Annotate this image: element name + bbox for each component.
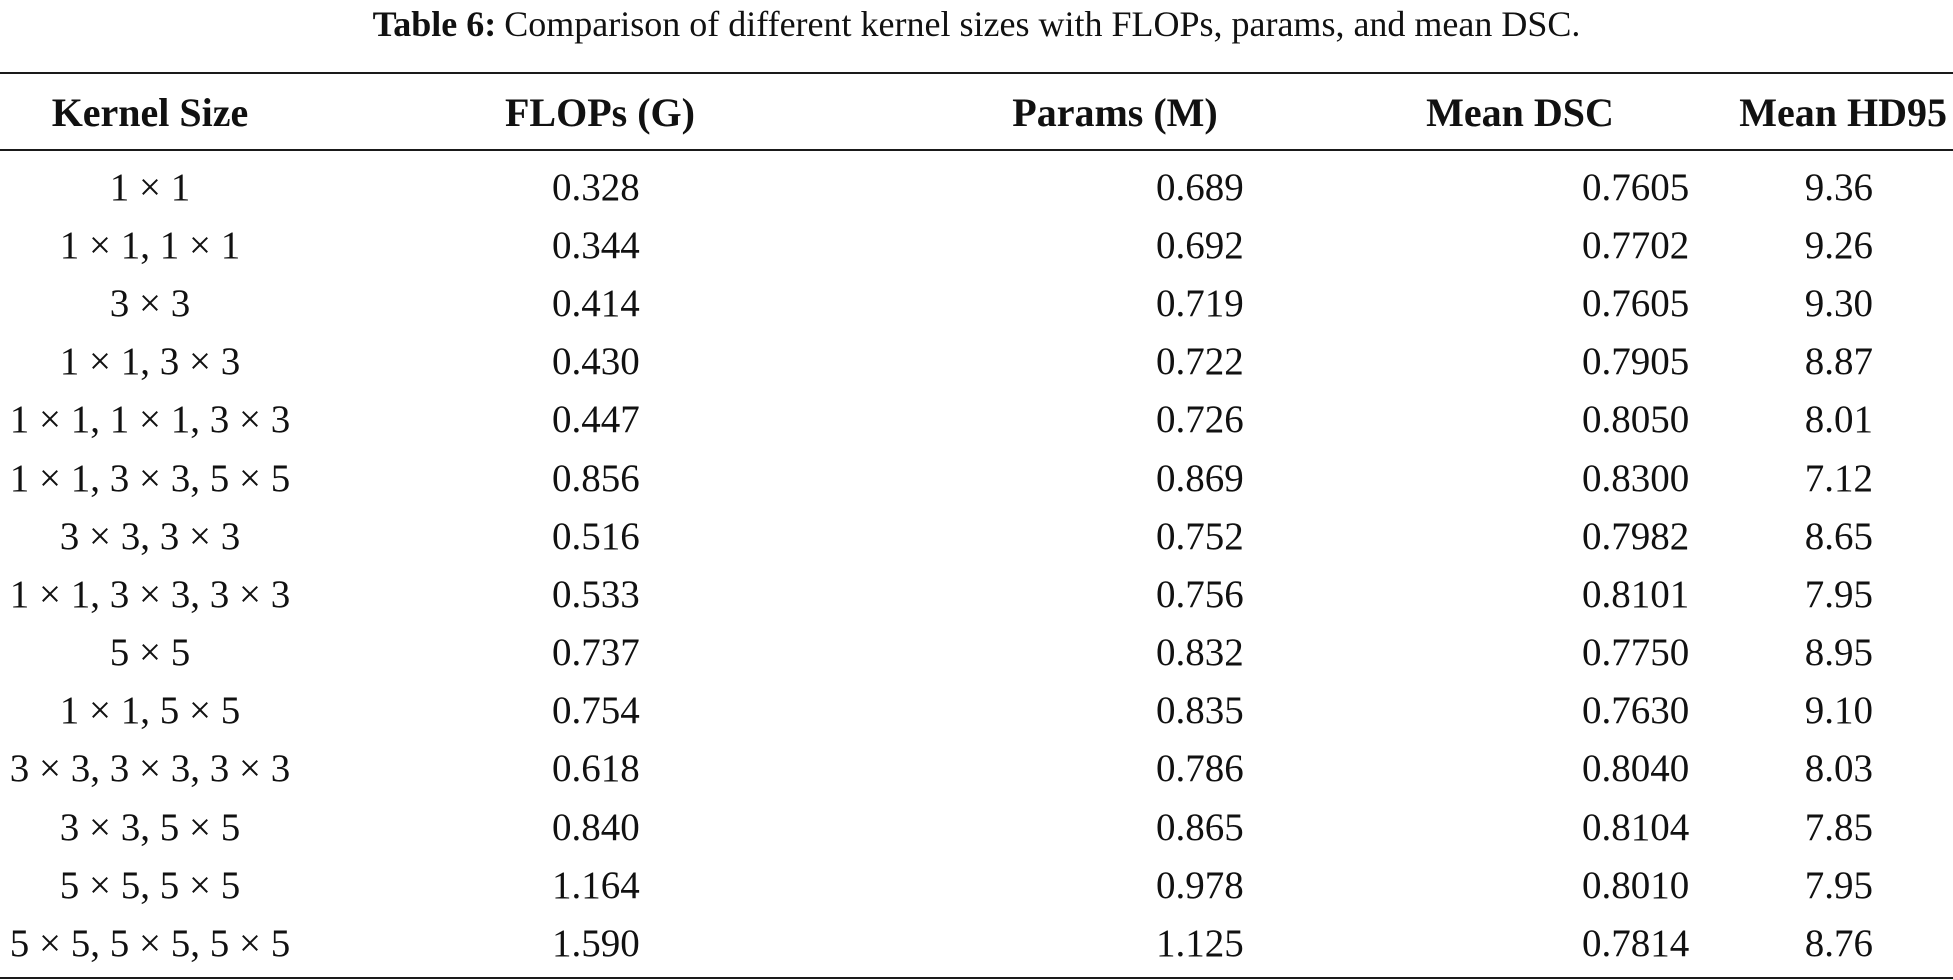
table-row: 1 × 1, 5 × 5 0.754 0.835 0.7630 9.10 xyxy=(0,682,1953,740)
cell-mean-dsc: 0.8040 xyxy=(1582,747,1690,791)
caption-text: Comparison of different kernel sizes wit… xyxy=(504,4,1581,44)
cell-params: 0.752 xyxy=(1156,514,1244,558)
header-flops: FLOPs (G) xyxy=(505,89,695,135)
cell-mean-dsc: 0.7702 xyxy=(1582,223,1690,267)
cell-mean-dsc: 0.8300 xyxy=(1582,456,1690,500)
cell-mean-dsc: 0.7605 xyxy=(1582,165,1690,209)
cell-kernel-size: 5 × 5, 5 × 5 xyxy=(59,863,241,907)
cell-flops: 1.164 xyxy=(552,863,640,907)
cell-mean-dsc: 0.7982 xyxy=(1582,514,1690,558)
cell-flops: 0.430 xyxy=(552,340,640,384)
cell-mean-dsc: 0.7905 xyxy=(1582,340,1690,384)
cell-mean-dsc: 0.7750 xyxy=(1582,631,1690,675)
cell-mean-hd95: 9.10 xyxy=(1804,689,1873,733)
cell-kernel-size: 3 × 3, 3 × 3 xyxy=(59,514,241,558)
cell-mean-hd95: 7.85 xyxy=(1804,805,1873,849)
header-mean-dsc: Mean DSC xyxy=(1426,89,1614,135)
cell-flops: 0.840 xyxy=(552,805,640,849)
table-caption: Table 6: Comparison of different kernel s… xyxy=(0,0,1953,48)
cell-params: 0.832 xyxy=(1156,631,1244,675)
table-body: 1 × 1 0.328 0.689 0.7605 9.36 1 × 1, 1 × 1 0.3… xyxy=(0,158,1953,973)
cell-params: 0.726 xyxy=(1156,398,1244,442)
table-row: 1 × 1, 1 × 1, 3 × 3 0.447 0.726 0.8050 8.01 xyxy=(0,391,1953,449)
cell-mean-dsc: 0.7814 xyxy=(1582,922,1690,966)
cell-params: 0.756 xyxy=(1156,572,1244,616)
cell-mean-hd95: 7.95 xyxy=(1804,572,1873,616)
cell-flops: 0.533 xyxy=(552,572,640,616)
table-row: 3 × 3, 3 × 3 0.516 0.752 0.7982 8.65 xyxy=(0,507,1953,565)
cell-params: 0.786 xyxy=(1156,747,1244,791)
header-kernel-size: Kernel Size xyxy=(51,89,249,135)
cell-flops: 0.328 xyxy=(552,165,640,209)
cell-mean-hd95: 8.87 xyxy=(1804,340,1873,384)
table-row: 1 × 1 0.328 0.689 0.7605 9.36 xyxy=(0,158,1953,216)
cell-flops: 0.516 xyxy=(552,514,640,558)
caption-label: Table 6: xyxy=(372,4,497,44)
cell-flops: 1.590 xyxy=(552,922,640,966)
cell-kernel-size: 5 × 5 xyxy=(109,631,191,675)
header-rule xyxy=(0,149,1953,151)
cell-mean-dsc: 0.8010 xyxy=(1582,863,1690,907)
cell-kernel-size: 1 × 1, 3 × 3, 5 × 5 xyxy=(9,456,291,500)
cell-params: 1.125 xyxy=(1156,922,1244,966)
cell-params: 0.978 xyxy=(1156,863,1244,907)
table-row: 3 × 3, 3 × 3, 3 × 3 0.618 0.786 0.8040 8.03 xyxy=(0,740,1953,798)
table-row: 3 × 3 0.414 0.719 0.7605 9.30 xyxy=(0,274,1953,332)
cell-mean-hd95: 9.30 xyxy=(1804,281,1873,325)
cell-mean-hd95: 9.26 xyxy=(1804,223,1873,267)
cell-flops: 0.856 xyxy=(552,456,640,500)
cell-kernel-size: 1 × 1, 3 × 3 xyxy=(59,340,241,384)
cell-flops: 0.618 xyxy=(552,747,640,791)
cell-mean-dsc: 0.7605 xyxy=(1582,281,1690,325)
bottom-rule xyxy=(0,977,1953,979)
cell-params: 0.692 xyxy=(1156,223,1244,267)
cell-mean-hd95: 8.01 xyxy=(1804,398,1873,442)
cell-kernel-size: 3 × 3, 3 × 3, 3 × 3 xyxy=(9,747,291,791)
header-params: Params (M) xyxy=(1012,89,1218,135)
table-row: 3 × 3, 5 × 5 0.840 0.865 0.8104 7.85 xyxy=(0,798,1953,856)
table-row: 5 × 5, 5 × 5 1.164 0.978 0.8010 7.95 xyxy=(0,856,1953,914)
cell-params: 0.835 xyxy=(1156,689,1244,733)
cell-kernel-size: 3 × 3, 5 × 5 xyxy=(59,805,241,849)
header-mean-hd95: Mean HD95 xyxy=(1739,89,1947,135)
cell-mean-hd95: 8.95 xyxy=(1804,631,1873,675)
table-row: 1 × 1, 1 × 1 0.344 0.692 0.7702 9.26 xyxy=(0,216,1953,274)
cell-kernel-size: 1 × 1 xyxy=(109,165,191,209)
cell-flops: 0.737 xyxy=(552,631,640,675)
cell-params: 0.869 xyxy=(1156,456,1244,500)
cell-mean-hd95: 7.12 xyxy=(1804,456,1873,500)
cell-params: 0.865 xyxy=(1156,805,1244,849)
cell-kernel-size: 1 × 1, 1 × 1, 3 × 3 xyxy=(9,398,291,442)
cell-kernel-size: 3 × 3 xyxy=(109,281,191,325)
cell-mean-hd95: 8.65 xyxy=(1804,514,1873,558)
table-header-row: Kernel Size FLOPs (G) Params (M) Mean DS… xyxy=(0,76,1953,148)
table-row: 5 × 5, 5 × 5, 5 × 5 1.590 1.125 0.7814 8.76 xyxy=(0,914,1953,972)
cell-mean-hd95: 7.95 xyxy=(1804,863,1873,907)
cell-params: 0.722 xyxy=(1156,340,1244,384)
cell-params: 0.689 xyxy=(1156,165,1244,209)
cell-mean-dsc: 0.8101 xyxy=(1582,572,1690,616)
cell-flops: 0.344 xyxy=(552,223,640,267)
cell-mean-hd95: 8.03 xyxy=(1804,747,1873,791)
table-row: 5 × 5 0.737 0.832 0.7750 8.95 xyxy=(0,624,1953,682)
top-rule xyxy=(0,72,1953,74)
table-row: 1 × 1, 3 × 3, 3 × 3 0.533 0.756 0.8101 7.95 xyxy=(0,565,1953,623)
cell-kernel-size: 1 × 1, 5 × 5 xyxy=(59,689,241,733)
cell-kernel-size: 1 × 1, 3 × 3, 3 × 3 xyxy=(9,572,291,616)
cell-mean-dsc: 0.8104 xyxy=(1582,805,1690,849)
cell-mean-dsc: 0.8050 xyxy=(1582,398,1690,442)
cell-mean-dsc: 0.7630 xyxy=(1582,689,1690,733)
table-row: 1 × 1, 3 × 3 0.430 0.722 0.7905 8.87 xyxy=(0,333,1953,391)
cell-flops: 0.754 xyxy=(552,689,640,733)
cell-kernel-size: 1 × 1, 1 × 1 xyxy=(59,223,241,267)
cell-flops: 0.447 xyxy=(552,398,640,442)
cell-mean-hd95: 8.76 xyxy=(1804,922,1873,966)
cell-flops: 0.414 xyxy=(552,281,640,325)
cell-params: 0.719 xyxy=(1156,281,1244,325)
cell-kernel-size: 5 × 5, 5 × 5, 5 × 5 xyxy=(9,922,291,966)
table-row: 1 × 1, 3 × 3, 5 × 5 0.856 0.869 0.8300 7.12 xyxy=(0,449,1953,507)
cell-mean-hd95: 9.36 xyxy=(1804,165,1873,209)
